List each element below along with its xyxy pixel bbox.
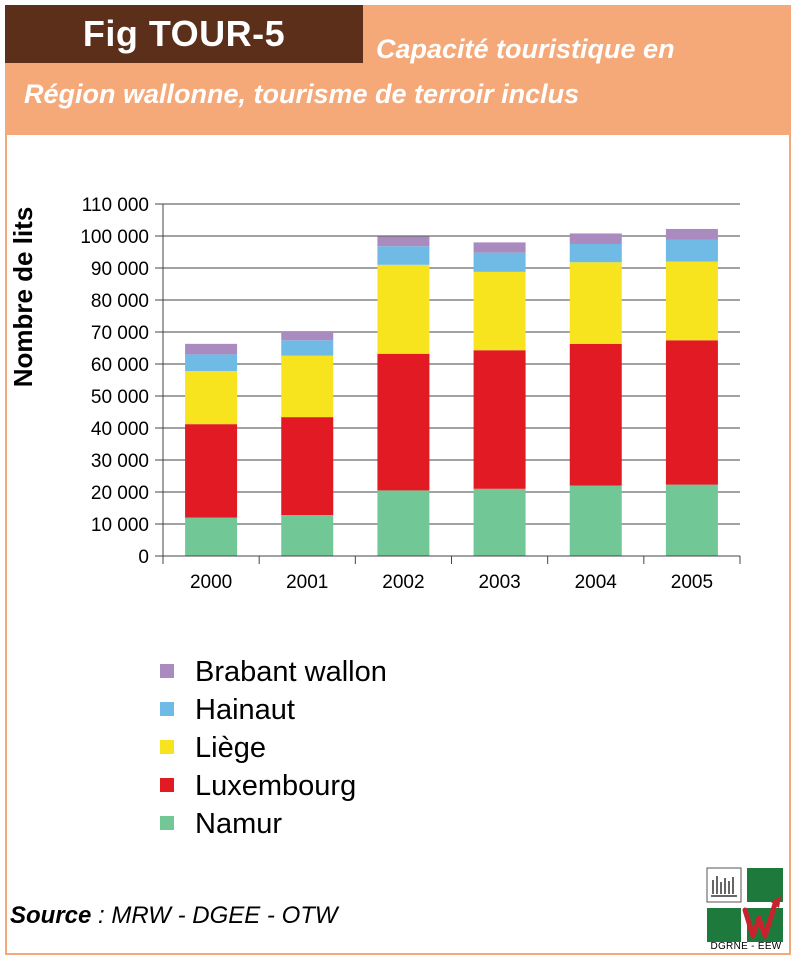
source-label: Source bbox=[10, 902, 92, 929]
y-tick-label: 50 000 bbox=[91, 387, 149, 408]
figure-tag: Fig TOUR-5 bbox=[5, 5, 363, 63]
bar-segment-li-ge-2004 bbox=[569, 262, 622, 344]
y-tick-label: 60 000 bbox=[91, 355, 149, 376]
y-tick-label: 40 000 bbox=[91, 419, 149, 440]
dgrne-logo bbox=[706, 867, 783, 942]
source-note: Source : MRW - DGEE - OTW bbox=[10, 902, 338, 930]
y-tick-label: 90 000 bbox=[91, 259, 149, 280]
logo-caption: DGRNE - EEW bbox=[710, 941, 782, 952]
legend-swatch-brabant-wallon bbox=[160, 664, 174, 678]
bars bbox=[185, 228, 718, 556]
bar-segment-li-ge-2000 bbox=[185, 371, 238, 425]
y-tick-label: 100 000 bbox=[80, 227, 149, 248]
bar-segment-luxembourg-2002 bbox=[377, 353, 430, 491]
bar-segment-hainaut-2004 bbox=[569, 244, 622, 263]
legend: Brabant wallon Hainaut Liège Luxembourg Namu… bbox=[160, 656, 387, 840]
x-tick-label: 2000 bbox=[190, 572, 232, 593]
legend-swatch-li-ge bbox=[160, 740, 174, 754]
source-text: : MRW - DGEE - OTW bbox=[91, 902, 338, 929]
bar-segment-luxembourg-2001 bbox=[281, 417, 334, 516]
bar-segment-namur-2004 bbox=[569, 485, 622, 556]
bar-segment-brabant-wallon-2002 bbox=[377, 236, 430, 247]
x-tick-label: 2003 bbox=[478, 572, 520, 593]
bar-segment-brabant-wallon-2001 bbox=[281, 332, 334, 341]
legend-label-hainaut: Hainaut bbox=[195, 694, 295, 726]
chart-title-line-1: Capacité touristique en bbox=[376, 34, 675, 64]
legend-label-brabant-wallon: Brabant wallon bbox=[195, 656, 387, 688]
bar-segment-li-ge-2003 bbox=[473, 271, 526, 351]
bar-segment-brabant-wallon-2004 bbox=[569, 233, 622, 244]
bar-segment-namur-2001 bbox=[281, 515, 334, 556]
bar-segment-brabant-wallon-2003 bbox=[473, 242, 526, 253]
bar-segment-hainaut-2001 bbox=[281, 340, 334, 356]
legend-label-li-ge: Liège bbox=[195, 732, 266, 764]
x-tick-label: 2004 bbox=[575, 572, 618, 593]
chart-title-line-2: Région wallonne, tourisme de terroir inc… bbox=[24, 79, 580, 109]
stacked-bar-chart: Nombre de lits 0 10 000 20 000 30 000 40 000… bbox=[8, 195, 741, 840]
bar-segment-li-ge-2002 bbox=[377, 264, 430, 354]
y-axis-label: Nombre de lits bbox=[8, 207, 38, 388]
legend-label-luxembourg: Luxembourg bbox=[195, 770, 356, 802]
bar-segment-hainaut-2005 bbox=[665, 239, 718, 262]
bar-segment-brabant-wallon-2000 bbox=[185, 343, 238, 355]
bar-segment-brabant-wallon-2005 bbox=[665, 228, 718, 240]
x-tick-label: 2001 bbox=[286, 572, 328, 593]
bar-segment-luxembourg-2004 bbox=[569, 343, 622, 486]
legend-swatch-namur bbox=[160, 816, 174, 830]
bar-segment-namur-2003 bbox=[473, 488, 526, 556]
x-tick-label: 2005 bbox=[671, 572, 713, 593]
x-tick-label: 2002 bbox=[382, 572, 424, 593]
bar-segment-luxembourg-2000 bbox=[185, 424, 238, 518]
axes: 0 10 000 20 000 30 000 40 000 50 000 60 000 70 … bbox=[80, 195, 741, 593]
gridlines bbox=[163, 203, 740, 525]
y-tick-label: 20 000 bbox=[91, 483, 149, 504]
bar-segment-li-ge-2001 bbox=[281, 355, 334, 418]
bar-segment-luxembourg-2003 bbox=[473, 350, 526, 489]
y-tick-label: 70 000 bbox=[91, 323, 149, 344]
bar-segment-hainaut-2000 bbox=[185, 354, 238, 372]
legend-label-namur: Namur bbox=[195, 808, 282, 840]
y-tick-label: 110 000 bbox=[82, 195, 149, 216]
bar-segment-namur-2000 bbox=[185, 517, 238, 556]
y-tick-label: 0 bbox=[138, 547, 149, 568]
bar-segment-namur-2002 bbox=[377, 490, 430, 556]
y-tick-label: 30 000 bbox=[91, 451, 149, 472]
bar-segment-hainaut-2002 bbox=[377, 246, 430, 265]
bar-segment-li-ge-2005 bbox=[665, 261, 718, 341]
bar-segment-namur-2005 bbox=[665, 484, 718, 556]
y-tick-label: 80 000 bbox=[91, 291, 149, 312]
legend-swatch-hainaut bbox=[160, 702, 174, 716]
y-tick-label: 10 000 bbox=[91, 515, 149, 536]
bar-segment-hainaut-2003 bbox=[473, 252, 526, 272]
legend-swatch-luxembourg bbox=[160, 778, 174, 792]
bar-segment-luxembourg-2005 bbox=[665, 340, 718, 485]
